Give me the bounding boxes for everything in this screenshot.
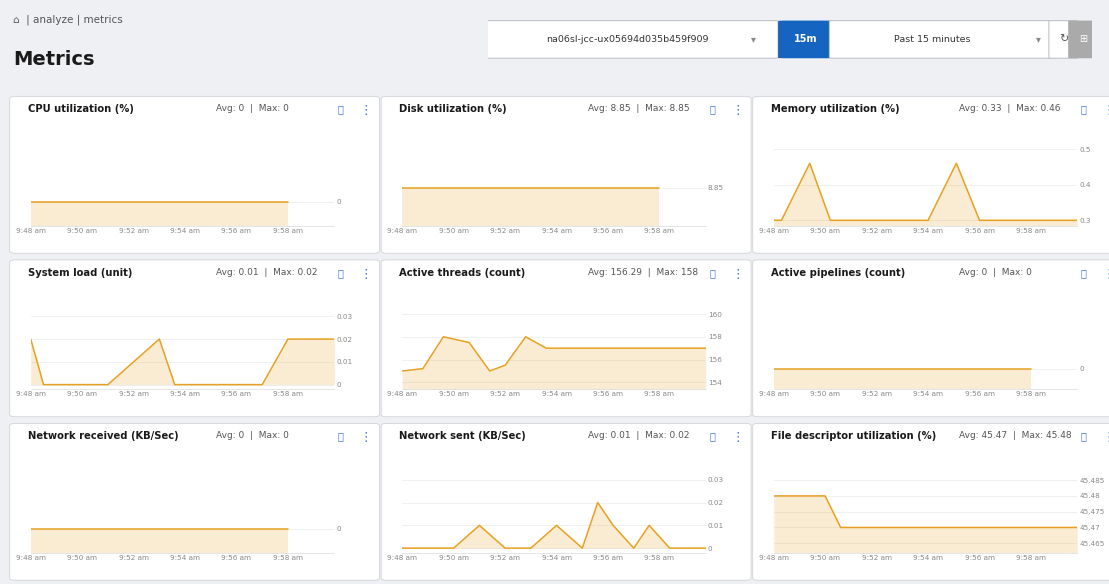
Text: Active threads (count): Active threads (count) bbox=[399, 268, 526, 278]
Text: ▾: ▾ bbox=[752, 34, 756, 44]
FancyBboxPatch shape bbox=[753, 260, 1109, 417]
FancyBboxPatch shape bbox=[482, 20, 779, 58]
Text: Avg: 156.29  |  Max: 158: Avg: 156.29 | Max: 158 bbox=[588, 268, 698, 277]
Text: Network sent (KB/Sec): Network sent (KB/Sec) bbox=[399, 431, 526, 442]
Text: Avg: 0.01  |  Max: 0.02: Avg: 0.01 | Max: 0.02 bbox=[588, 431, 690, 440]
Text: Avg: 0.01  |  Max: 0.02: Avg: 0.01 | Max: 0.02 bbox=[216, 268, 318, 277]
Text: ▾: ▾ bbox=[1036, 34, 1040, 44]
Text: Past 15 minutes: Past 15 minutes bbox=[894, 35, 970, 44]
FancyBboxPatch shape bbox=[381, 423, 751, 580]
Text: ⤢: ⤢ bbox=[1081, 431, 1087, 442]
Text: ⌂  | analyze | metrics: ⌂ | analyze | metrics bbox=[13, 15, 123, 25]
Text: ⋮: ⋮ bbox=[359, 105, 373, 117]
Text: ⤢: ⤢ bbox=[1081, 105, 1087, 114]
Text: ⋮: ⋮ bbox=[731, 105, 744, 117]
Text: File descriptor utilization (%): File descriptor utilization (%) bbox=[771, 431, 936, 442]
Text: Avg: 0.33  |  Max: 0.46: Avg: 0.33 | Max: 0.46 bbox=[959, 105, 1061, 113]
Text: ⤢: ⤢ bbox=[338, 268, 344, 278]
Text: ↻: ↻ bbox=[1059, 34, 1068, 44]
Text: ⋮: ⋮ bbox=[1102, 431, 1109, 444]
Text: Avg: 0  |  Max: 0: Avg: 0 | Max: 0 bbox=[216, 105, 289, 113]
Text: na06sl-jcc-ux05694d035b459f909: na06sl-jcc-ux05694d035b459f909 bbox=[546, 35, 709, 44]
FancyBboxPatch shape bbox=[1049, 20, 1078, 58]
Text: ⋮: ⋮ bbox=[731, 431, 744, 444]
FancyBboxPatch shape bbox=[10, 260, 379, 417]
Text: ⤢: ⤢ bbox=[1081, 268, 1087, 278]
Text: Disk utilization (%): Disk utilization (%) bbox=[399, 105, 507, 114]
FancyBboxPatch shape bbox=[10, 423, 379, 580]
Text: ⋮: ⋮ bbox=[1102, 105, 1109, 117]
Text: Network received (KB/Sec): Network received (KB/Sec) bbox=[28, 431, 179, 442]
FancyBboxPatch shape bbox=[381, 260, 751, 417]
FancyBboxPatch shape bbox=[779, 20, 833, 58]
Text: ⋮: ⋮ bbox=[359, 431, 373, 444]
Text: ⤢: ⤢ bbox=[710, 431, 715, 442]
Text: Metrics: Metrics bbox=[13, 50, 94, 69]
FancyBboxPatch shape bbox=[753, 423, 1109, 580]
FancyBboxPatch shape bbox=[830, 20, 1056, 58]
Text: Active pipelines (count): Active pipelines (count) bbox=[771, 268, 905, 278]
Text: Avg: 0  |  Max: 0: Avg: 0 | Max: 0 bbox=[216, 431, 289, 440]
Text: ⋮: ⋮ bbox=[731, 268, 744, 281]
Text: ⤢: ⤢ bbox=[710, 105, 715, 114]
Text: Memory utilization (%): Memory utilization (%) bbox=[771, 105, 899, 114]
Text: ⋮: ⋮ bbox=[1102, 268, 1109, 281]
Text: ⊞: ⊞ bbox=[1079, 34, 1087, 44]
Text: ⤢: ⤢ bbox=[338, 431, 344, 442]
Text: Avg: 45.47  |  Max: 45.48: Avg: 45.47 | Max: 45.48 bbox=[959, 431, 1072, 440]
Text: System load (unit): System load (unit) bbox=[28, 268, 132, 278]
Text: ⤢: ⤢ bbox=[710, 268, 715, 278]
FancyBboxPatch shape bbox=[381, 96, 751, 253]
Text: ⤢: ⤢ bbox=[338, 105, 344, 114]
FancyBboxPatch shape bbox=[10, 96, 379, 253]
Text: 15m: 15m bbox=[794, 34, 817, 44]
FancyBboxPatch shape bbox=[1068, 20, 1097, 58]
Text: Avg: 8.85  |  Max: 8.85: Avg: 8.85 | Max: 8.85 bbox=[588, 105, 690, 113]
Text: CPU utilization (%): CPU utilization (%) bbox=[28, 105, 134, 114]
FancyBboxPatch shape bbox=[753, 96, 1109, 253]
Text: Avg: 0  |  Max: 0: Avg: 0 | Max: 0 bbox=[959, 268, 1032, 277]
Text: ⋮: ⋮ bbox=[359, 268, 373, 281]
